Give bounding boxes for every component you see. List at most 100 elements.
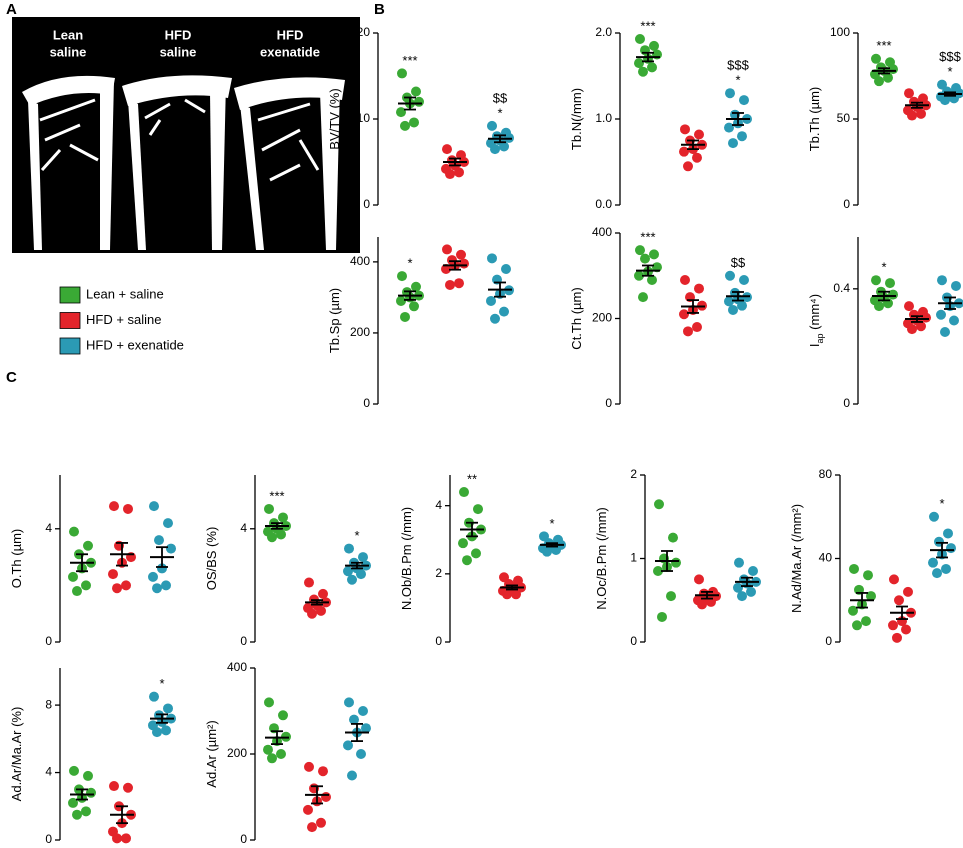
data-point [442,144,452,155]
y-axis-label: O.Th (µm) [9,529,24,588]
data-point [356,569,366,580]
data-point [112,583,122,594]
data-point [121,580,131,591]
data-point [889,574,899,585]
data-point [679,309,689,320]
data-point [473,504,483,515]
data-point [848,605,858,616]
data-point [454,278,464,289]
data-point [657,611,667,622]
y-axis-label-text: Ad.Ar/Ma.Ar (%) [9,707,24,802]
image-label: saline [50,44,87,59]
data-point [344,543,354,554]
data-point [409,117,419,128]
significance-label: $$$ [727,58,749,73]
y-tick-label: 2 [435,566,442,580]
data-point [932,568,942,579]
data-point [692,152,702,163]
data-point [692,322,702,333]
data-point [278,710,288,721]
data-point [69,526,79,537]
data-point [442,244,452,255]
data-point [941,563,951,574]
data-point [499,306,509,317]
y-axis-label: Tb.N(/mm) [569,88,584,150]
data-point [396,295,406,306]
significance-label: * [881,260,886,275]
y-tick-label: 200 [350,325,370,339]
data-point [725,88,735,99]
data-point [694,574,704,585]
y-axis-label: N.Ob/B.Pm (/mm) [399,507,414,610]
y-axis-label: N.Oc/B.Pm (/mm) [594,507,609,610]
data-point [852,620,862,631]
data-point [737,131,747,142]
y-tick-label: 8 [45,697,52,711]
data-point [462,555,472,566]
data-point [163,703,173,714]
data-point [501,263,511,274]
data-point [647,275,657,286]
data-point [680,275,690,286]
data-point [152,583,162,594]
data-point [157,563,167,574]
data-point [907,324,917,335]
y-axis-label-text: O.Th (µm) [9,529,24,588]
significance-label: * [549,516,554,531]
y-axis-label-text: OS/BS (%) [204,527,219,591]
legend-swatch [59,337,81,355]
data-point [733,582,743,593]
y-tick-label: 4 [45,765,52,779]
data-point [551,544,561,555]
data-point [739,275,749,286]
y-axis-label-text: Tb.Sp (µm) [327,288,342,353]
significance-label: ** [467,471,477,486]
data-point [638,66,648,77]
data-point [72,586,82,597]
y-tick-label: 1.0 [595,111,612,125]
data-point [694,283,704,294]
data-point [459,487,469,498]
significance-label: $$$ [939,49,961,64]
data-point [671,557,681,568]
data-point [321,792,331,802]
data-point [445,169,455,180]
panel-letter: B [374,1,385,18]
y-axis-label-text: BV/TV (%) [327,88,342,149]
data-point [343,566,353,577]
data-point [542,546,552,557]
data-point [892,632,902,643]
data-point [441,263,451,274]
significance-label: * [497,105,502,120]
data-point [943,528,953,539]
data-point [307,822,317,833]
data-point [861,616,871,627]
data-point [409,301,419,312]
legend-swatch [59,286,81,304]
legend-label: HFD + exenatide [86,337,184,352]
data-point [356,749,366,759]
data-point [161,725,171,736]
data-point [83,540,93,551]
data-point [68,571,78,582]
data-point [358,706,368,716]
data-point [888,289,898,300]
data-point [640,253,650,264]
image-label: HFD [277,27,304,42]
data-point [109,781,119,792]
data-point [949,315,959,326]
data-point [349,714,359,725]
data-point [746,586,756,597]
data-point [486,295,496,306]
micro-ct-image [12,17,360,253]
data-point [937,79,947,90]
data-point [937,275,947,286]
panel-letter: A [6,1,17,18]
image-label: saline [160,44,197,59]
data-point [683,161,693,172]
data-point [511,589,521,600]
data-point [121,833,131,844]
data-point [149,501,159,512]
data-point [936,309,946,320]
legend-label: Lean + saline [86,286,164,301]
